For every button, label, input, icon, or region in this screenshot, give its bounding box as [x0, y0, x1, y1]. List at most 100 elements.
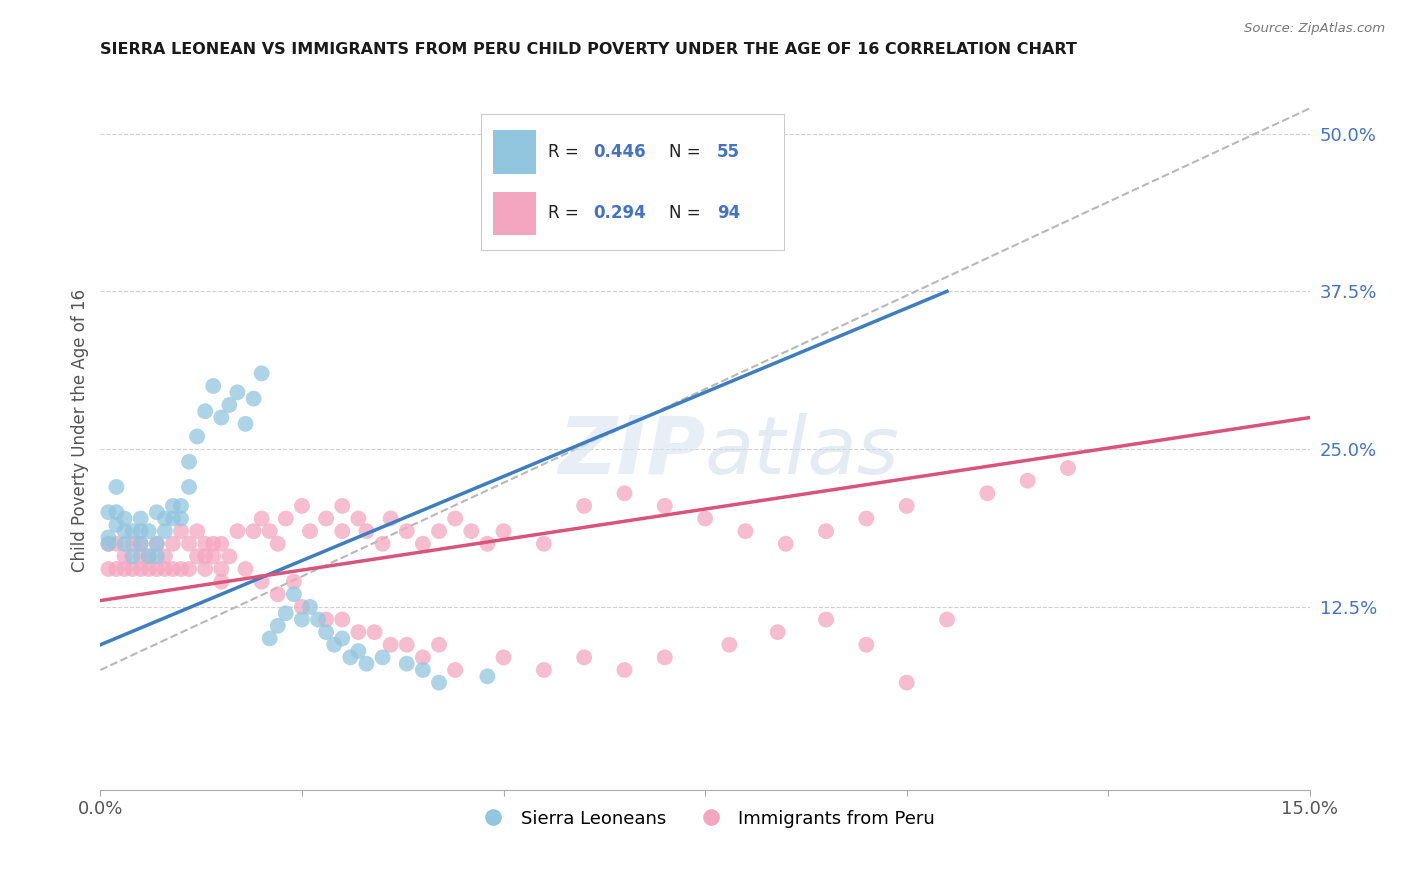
- Point: [477, 537, 499, 551]
- Point: [129, 537, 152, 551]
- Point: [347, 511, 370, 525]
- Point: [371, 650, 394, 665]
- Point: [572, 499, 595, 513]
- Point: [855, 511, 877, 525]
- Point: [105, 537, 128, 551]
- Point: [218, 398, 240, 412]
- Point: [235, 417, 257, 431]
- Legend: Sierra Leoneans, Immigrants from Peru: Sierra Leoneans, Immigrants from Peru: [468, 803, 942, 835]
- Point: [129, 562, 152, 576]
- Point: [427, 638, 450, 652]
- Point: [654, 499, 676, 513]
- Point: [129, 537, 152, 551]
- Point: [896, 499, 918, 513]
- Point: [330, 524, 353, 538]
- Point: [492, 524, 515, 538]
- Point: [129, 524, 152, 538]
- Point: [121, 537, 143, 551]
- Point: [347, 625, 370, 640]
- Point: [412, 537, 434, 551]
- Point: [274, 511, 297, 525]
- Point: [177, 455, 200, 469]
- Point: [395, 524, 418, 538]
- Point: [162, 537, 184, 551]
- Point: [250, 367, 273, 381]
- Point: [315, 625, 337, 640]
- Point: [153, 549, 176, 564]
- Point: [371, 537, 394, 551]
- Point: [492, 650, 515, 665]
- Point: [259, 524, 281, 538]
- Point: [194, 404, 217, 418]
- Point: [339, 650, 361, 665]
- Point: [572, 650, 595, 665]
- Point: [146, 562, 169, 576]
- Point: [936, 613, 959, 627]
- Point: [315, 511, 337, 525]
- Point: [323, 638, 346, 652]
- Point: [242, 392, 264, 406]
- Point: [170, 499, 193, 513]
- Point: [775, 537, 797, 551]
- Point: [129, 549, 152, 564]
- Point: [395, 657, 418, 671]
- Point: [380, 638, 402, 652]
- Point: [162, 511, 184, 525]
- Point: [194, 537, 217, 551]
- Point: [330, 499, 353, 513]
- Point: [146, 537, 169, 551]
- Point: [209, 562, 232, 576]
- Point: [177, 537, 200, 551]
- Point: [298, 524, 321, 538]
- Point: [815, 613, 838, 627]
- Point: [218, 549, 240, 564]
- Point: [105, 517, 128, 532]
- Point: [718, 638, 741, 652]
- Point: [330, 613, 353, 627]
- Point: [170, 562, 193, 576]
- Point: [97, 505, 120, 519]
- Point: [121, 524, 143, 538]
- Point: [412, 650, 434, 665]
- Point: [121, 562, 143, 576]
- Point: [121, 549, 143, 564]
- Point: [226, 524, 249, 538]
- Point: [444, 663, 467, 677]
- Point: [380, 511, 402, 525]
- Point: [177, 562, 200, 576]
- Point: [654, 650, 676, 665]
- Point: [105, 505, 128, 519]
- Point: [162, 499, 184, 513]
- Point: [613, 663, 636, 677]
- Point: [177, 480, 200, 494]
- Point: [146, 505, 169, 519]
- Point: [153, 524, 176, 538]
- Point: [146, 537, 169, 551]
- Point: [226, 385, 249, 400]
- Text: Source: ZipAtlas.com: Source: ZipAtlas.com: [1244, 22, 1385, 36]
- Point: [97, 562, 120, 576]
- Point: [138, 549, 160, 564]
- Y-axis label: Child Poverty Under the Age of 16: Child Poverty Under the Age of 16: [72, 289, 89, 572]
- Text: atlas: atlas: [704, 413, 900, 491]
- Point: [209, 410, 232, 425]
- Point: [267, 587, 290, 601]
- Point: [114, 537, 136, 551]
- Point: [307, 613, 329, 627]
- Point: [283, 574, 305, 589]
- Point: [1017, 474, 1039, 488]
- Point: [363, 625, 385, 640]
- Point: [194, 562, 217, 576]
- Point: [815, 524, 838, 538]
- Point: [202, 537, 225, 551]
- Point: [170, 524, 193, 538]
- Point: [766, 625, 789, 640]
- Point: [274, 606, 297, 620]
- Point: [395, 638, 418, 652]
- Point: [356, 657, 378, 671]
- Point: [114, 511, 136, 525]
- Text: SIERRA LEONEAN VS IMMIGRANTS FROM PERU CHILD POVERTY UNDER THE AGE OF 16 CORRELA: SIERRA LEONEAN VS IMMIGRANTS FROM PERU C…: [100, 42, 1077, 57]
- Point: [477, 669, 499, 683]
- Point: [444, 511, 467, 525]
- Point: [291, 599, 314, 614]
